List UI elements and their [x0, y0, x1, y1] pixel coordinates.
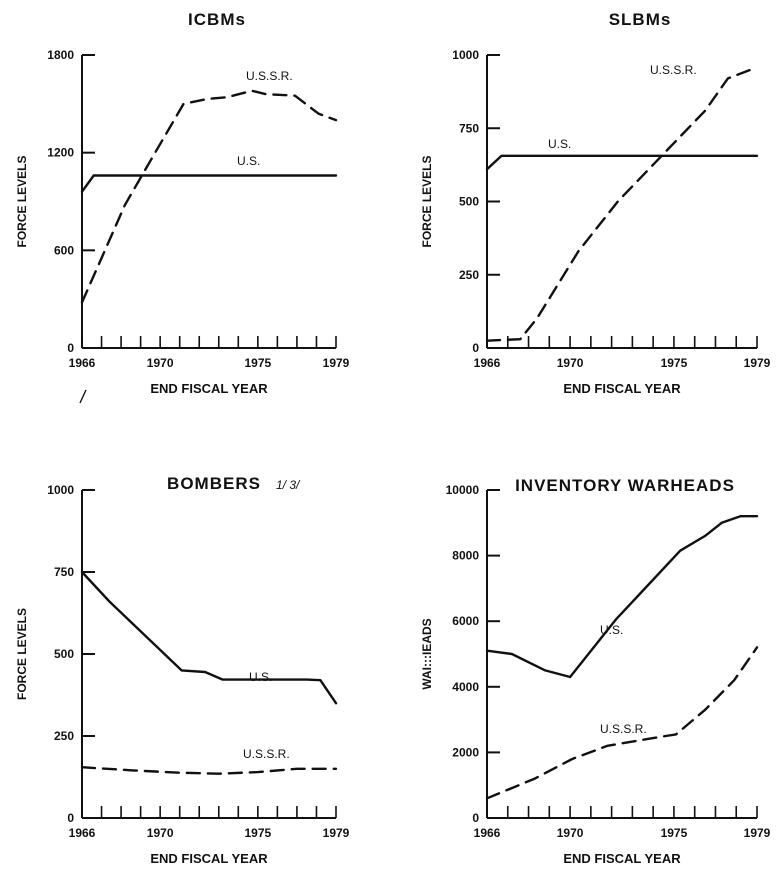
series-label-ussr: U.S.S.R.	[600, 722, 647, 736]
title-footnote: 1/ 3/	[276, 478, 301, 492]
x-tick-label: 1975	[244, 356, 271, 370]
x-tick-label: 1979	[323, 356, 350, 370]
series-line-ussr	[485, 646, 759, 800]
x-tick-label: 1970	[557, 826, 584, 840]
x-tick-label: 1970	[147, 826, 174, 840]
y-tick-label: 0	[67, 811, 74, 825]
series-line-us	[485, 515, 759, 679]
x-tick-label: 1970	[147, 356, 174, 370]
y-tick-label: 600	[54, 243, 74, 257]
series-label-us: U.S.	[237, 154, 260, 168]
y-tick-label: 750	[459, 121, 479, 135]
x-tick-label: 1966	[69, 826, 96, 840]
y-tick-label: 0	[67, 341, 74, 355]
series-label-us: U.S.	[548, 137, 571, 151]
y-tick-label: 1200	[47, 146, 74, 160]
y-axis-label: FORCE LEVELS	[420, 155, 434, 247]
x-tick-label: 1966	[474, 826, 501, 840]
y-axis-label: FORCE LEVELS	[15, 155, 29, 247]
x-tick-label: 1966	[474, 356, 501, 370]
series-line-ussr	[485, 68, 759, 342]
x-tick-label: 1979	[323, 826, 350, 840]
chart-panel-3: BOMBERS 1/ 3/0 250 500 750 1000 1966 1970 1975 19…	[15, 474, 350, 866]
y-tick-label: 1000	[452, 48, 479, 62]
series-line-ussr	[80, 89, 338, 304]
y-tick-label: 500	[54, 647, 74, 661]
y-tick-label: 1800	[47, 48, 74, 62]
chart-panel-1: ICBMs 0 600 1200 1800 1966 1970 1975 1979 END FIS…	[15, 10, 350, 396]
y-tick-label: 8000	[452, 549, 479, 563]
y-tick-label: 2000	[452, 745, 479, 759]
chart-panel-2: SLBMs 0 250 500 750 1000 1966 1970 1975 1979 END F…	[420, 10, 771, 396]
x-tick-label: 1979	[744, 826, 771, 840]
x-tick-label: 1966	[69, 356, 96, 370]
series-label-us: U.S.	[600, 623, 623, 637]
x-axis-label: END FISCAL YEAR	[563, 851, 681, 866]
x-axis-label: END FISCAL YEAR	[150, 381, 268, 396]
stray-mark	[79, 389, 87, 404]
series-line-us	[80, 570, 338, 705]
chart-title: INVENTORY WARHEADS	[515, 476, 735, 495]
chart-title: ICBMs	[188, 10, 246, 29]
x-axis-label: END FISCAL YEAR	[150, 851, 268, 866]
series-label-ussr: U.S.S.R.	[243, 747, 290, 761]
x-tick-label: 1979	[744, 356, 771, 370]
chart-panel-4: INVENTORY WARHEADS 0 2000 4000 6000 8000 10000…	[420, 476, 771, 866]
y-tick-label: 250	[459, 268, 479, 282]
y-tick-label: 0	[472, 341, 479, 355]
y-tick-label: 500	[459, 195, 479, 209]
y-axis-label: WAI:::IEADS	[420, 618, 434, 689]
x-tick-label: 1975	[661, 356, 688, 370]
x-tick-label: 1970	[557, 356, 584, 370]
y-tick-label: 6000	[452, 614, 479, 628]
series-label-ussr: U.S.S.R.	[246, 69, 293, 83]
y-tick-label: 1000	[47, 483, 74, 497]
y-tick-label: 750	[54, 565, 74, 579]
series-line-us	[80, 174, 338, 193]
series-label-us: U.S.	[249, 670, 272, 684]
y-axis-label: FORCE LEVELS	[15, 608, 29, 700]
y-tick-label: 10000	[446, 483, 480, 497]
chart-title: SLBMs	[609, 10, 672, 29]
y-tick-label: 0	[472, 811, 479, 825]
y-tick-label: 250	[54, 729, 74, 743]
x-tick-label: 1975	[661, 826, 688, 840]
series-label-ussr: U.S.S.R.	[650, 63, 697, 77]
x-tick-label: 1975	[244, 826, 271, 840]
chart-title: BOMBERS	[167, 474, 261, 493]
y-tick-label: 4000	[452, 680, 479, 694]
x-axis-label: END FISCAL YEAR	[563, 381, 681, 396]
series-line-us	[485, 154, 759, 171]
series-line-ussr	[80, 766, 338, 775]
